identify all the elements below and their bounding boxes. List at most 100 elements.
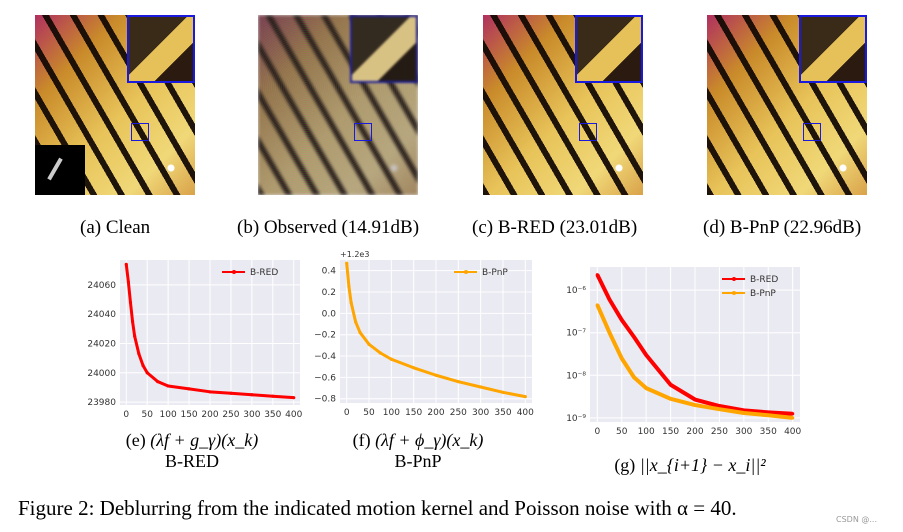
data-point — [354, 320, 358, 324]
data-point — [389, 357, 393, 361]
y-tick-label: −0.6 — [314, 373, 336, 383]
zoom-region-box — [131, 123, 149, 141]
zoom-inset — [127, 15, 195, 83]
data-point — [145, 371, 149, 375]
caption-e-math: (λf + g_γ)(x_k) — [150, 430, 259, 450]
x-tick-label: 50 — [616, 427, 628, 437]
data-point — [693, 403, 697, 407]
x-tick-label: 250 — [222, 410, 239, 420]
data-point — [668, 397, 673, 401]
data-point — [791, 416, 795, 420]
data-point — [141, 363, 145, 368]
data-point — [434, 373, 438, 377]
data-point — [130, 319, 135, 324]
y-tick-label: 10⁻⁶ — [566, 286, 586, 296]
motion-kernel — [35, 145, 85, 195]
y-tick-label: 0.0 — [322, 309, 337, 319]
caption-d: (d) B-PnP (22.96dB) — [703, 217, 862, 238]
data-point — [367, 342, 371, 346]
legend-marker — [732, 291, 736, 295]
x-tick-label: 50 — [363, 408, 375, 418]
y-tick-label: 24040 — [87, 310, 116, 320]
zoom-region-box — [803, 123, 821, 141]
data-point — [668, 383, 673, 387]
caption-g-label: (g) — [614, 455, 636, 475]
data-point — [229, 391, 233, 395]
x-tick-label: 0 — [123, 410, 129, 420]
legend-marker — [232, 270, 236, 274]
zoom-region-box — [579, 123, 597, 141]
caption-e-label: (e) — [125, 430, 146, 450]
y-tick-label: 24000 — [87, 369, 116, 379]
image-b-pnp — [707, 15, 867, 195]
data-point — [644, 386, 648, 390]
image-b-red — [483, 15, 643, 195]
image-observed — [258, 15, 418, 195]
data-point — [620, 356, 624, 360]
x-tick-label: 300 — [243, 410, 260, 420]
data-point — [607, 331, 612, 335]
zoom-inset — [350, 15, 418, 83]
data-point — [166, 384, 170, 388]
caption-c: (c) B-RED (23.01dB) — [472, 217, 638, 238]
x-tick-label: 250 — [450, 408, 467, 418]
x-tick-label: 350 — [760, 427, 777, 437]
data-point — [479, 385, 483, 389]
y-tick-label: 0.4 — [322, 267, 337, 277]
data-point — [271, 394, 275, 398]
y-tick-label: 23980 — [87, 398, 116, 408]
y-tick-label: 24020 — [87, 339, 116, 349]
data-point — [644, 353, 648, 357]
x-tick-label: 400 — [285, 410, 302, 420]
data-point — [208, 390, 212, 394]
zoom-inset — [799, 15, 867, 83]
x-tick-label: 0 — [344, 408, 350, 418]
caption-e: (e) (λf + g_γ)(x_k) B-RED — [112, 430, 272, 472]
data-point — [347, 285, 351, 289]
data-point — [595, 273, 599, 277]
x-tick-label: 350 — [494, 408, 511, 418]
caption-f: (f) (λf + ϕ_γ)(x_k) B-PnP — [328, 430, 508, 472]
y-tick-label: 24060 — [87, 281, 116, 291]
y-tick-label: 0.2 — [322, 288, 336, 298]
data-point — [128, 300, 133, 305]
legend-label: B-RED — [250, 268, 278, 278]
chart-g: 0 50 100 150 200 250 300 350 400 10⁻⁹ 10⁻⁸ 10⁻⁷ 10⁻⁶… — [566, 267, 802, 437]
caption-b: (b) Observed (14.91dB) — [237, 217, 420, 238]
data-point — [412, 366, 416, 370]
caption-f-math: (λf + ϕ_γ)(x_k) — [375, 430, 484, 450]
legend-label: B-PnP — [482, 268, 508, 278]
caption-f-sub: B-PnP — [394, 451, 442, 471]
legend-label: B-RED — [750, 275, 778, 285]
x-tick-label: 200 — [201, 410, 218, 420]
data-point — [620, 318, 624, 322]
caption-g: (g) ||x_{i+1} − x_i||² — [590, 455, 790, 476]
data-point — [250, 393, 254, 397]
y-tick-label: −0.8 — [314, 395, 336, 405]
caption-a: (a) Clean — [80, 217, 151, 238]
legend-marker — [732, 277, 736, 281]
legend-marker — [464, 270, 468, 274]
data-point — [292, 396, 296, 400]
data-point — [632, 335, 636, 339]
data-point — [766, 410, 770, 414]
data-point — [378, 351, 382, 355]
data-point — [345, 261, 349, 265]
data-point — [523, 394, 527, 399]
y-tick-label: −0.4 — [314, 352, 336, 362]
x-tick-label: 300 — [735, 427, 752, 437]
legend-label: B-PnP — [750, 289, 776, 299]
data-point — [349, 301, 353, 305]
x-tick-label: 50 — [141, 410, 153, 420]
data-point — [693, 397, 697, 402]
y-tick-label: 10⁻⁸ — [566, 371, 586, 381]
data-point — [133, 334, 137, 338]
zoom-region-box — [354, 123, 372, 141]
x-tick-label: 100 — [160, 410, 177, 420]
series-line-b-red — [124, 264, 294, 400]
data-point — [124, 262, 128, 266]
data-point — [501, 390, 505, 394]
chart-f: 0 50 100 150 200 250 300 350 400 −0.8 −0.6 −0.4 −0.2… — [314, 250, 534, 418]
x-tick-label: 400 — [517, 408, 534, 418]
watermark: CSDN @... — [836, 515, 877, 524]
